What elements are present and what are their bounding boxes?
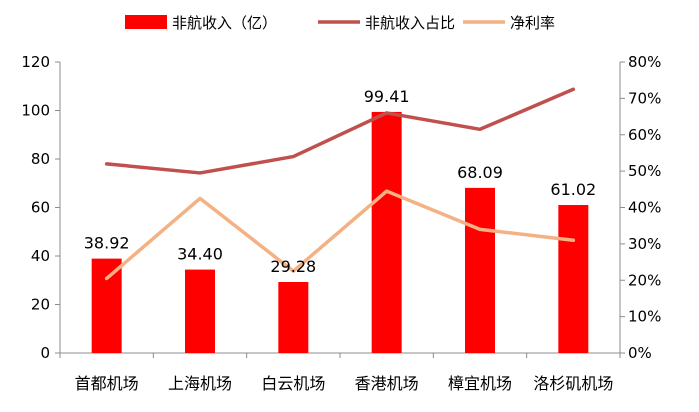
legend-label: 净利率 — [510, 14, 555, 32]
data-labels: 38.92 34.40 29.28 99.41 68.09 61.02 — [84, 87, 596, 276]
bar-data-label: 61.02 — [550, 180, 596, 199]
bar-data-label: 68.09 — [457, 163, 503, 182]
line-point — [291, 269, 295, 273]
legend-label: 非航收入（亿） — [172, 14, 277, 32]
y-right-tick-label: 70% — [628, 89, 661, 107]
line-series-1 — [104, 87, 576, 175]
y-left-tick-label: 0 — [40, 344, 50, 362]
x-tick-label: 香港机场 — [355, 374, 419, 393]
bar — [278, 281, 309, 353]
y-right-tick-label: 60% — [628, 126, 661, 144]
bar-data-label: 38.92 — [84, 234, 130, 253]
y-left-tick-label: 20 — [31, 296, 50, 314]
x-tick-label: 上海机场 — [168, 374, 232, 393]
bar-data-label: 29.28 — [270, 257, 316, 276]
bar-data-label: 99.41 — [364, 87, 410, 106]
y-right-tick-label: 40% — [628, 199, 661, 217]
legend-label: 非航收入占比 — [365, 14, 455, 32]
legend-bar-swatch — [125, 15, 167, 29]
line-point — [478, 127, 482, 131]
bar — [371, 111, 402, 353]
legend: 非航收入（亿） 非航收入占比 净利率 — [125, 14, 555, 32]
line-point — [571, 238, 575, 242]
y-left-tick-label: 80 — [31, 150, 50, 168]
y-left-tick-label: 40 — [31, 247, 50, 265]
line-point — [105, 162, 109, 166]
line-point — [571, 87, 575, 91]
y-right-tick-label: 20% — [628, 271, 661, 289]
line-point — [198, 171, 202, 175]
line-point — [198, 196, 202, 200]
y-right-tick-label: 0% — [628, 344, 652, 362]
line-point — [478, 227, 482, 231]
bar — [91, 258, 122, 353]
line-point — [385, 111, 389, 115]
bar — [185, 269, 215, 353]
bar-data-label: 34.40 — [177, 245, 223, 264]
bar-series — [91, 111, 589, 353]
x-tick-label: 洛杉矶机场 — [533, 374, 613, 393]
y-left-tick-label: 120 — [21, 53, 50, 71]
line-point — [385, 189, 389, 193]
line-point — [105, 276, 109, 280]
y-left-tick-label: 100 — [21, 102, 50, 120]
line-series — [104, 87, 576, 281]
y-right-tick-label: 80% — [628, 53, 661, 71]
x-tick-label: 樟宜机场 — [448, 374, 512, 393]
line-series-2 — [104, 189, 576, 281]
y-right-tick-label: 50% — [628, 162, 661, 180]
x-tick-label: 首都机场 — [75, 374, 139, 393]
y-right-tick-label: 10% — [628, 308, 661, 326]
x-tick-label: 白云机场 — [261, 374, 325, 393]
bar — [558, 205, 589, 353]
line-point — [291, 155, 295, 159]
y-left-tick-label: 60 — [31, 199, 50, 217]
axes: 0 20 40 60 80 100 120 0% 10% 20% 30% 40% 50% 60% 70% 80… — [21, 53, 661, 393]
y-right-tick-label: 30% — [628, 235, 661, 253]
bar — [465, 187, 495, 353]
